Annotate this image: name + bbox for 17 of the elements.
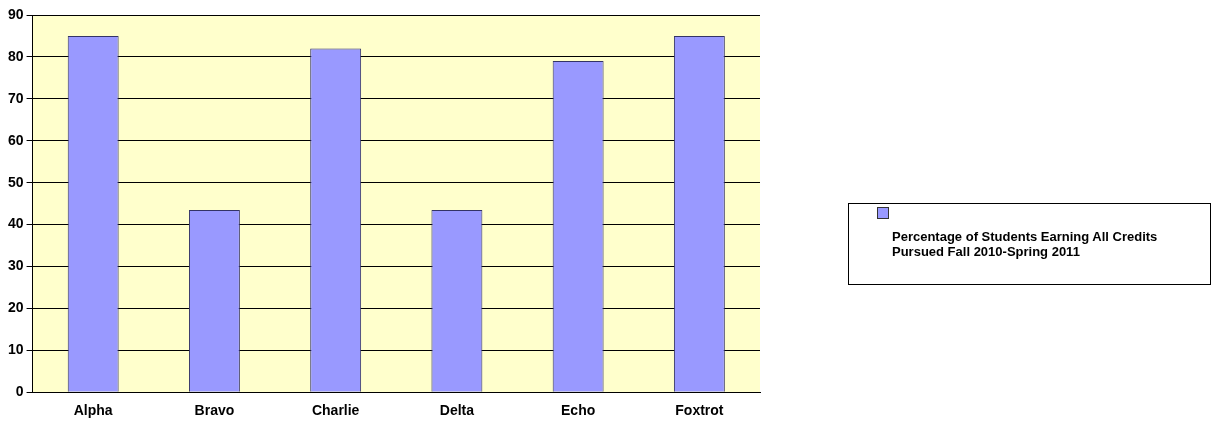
- x-tick-label: Delta: [439, 402, 475, 419]
- y-tick-label: 60: [7, 131, 24, 148]
- x-tick-label: Alpha: [73, 402, 113, 419]
- y-tick-label: 0: [15, 383, 24, 400]
- y-tick-label: 90: [7, 5, 24, 22]
- x-tick-label: Bravo: [194, 402, 235, 419]
- y-tick-label: 40: [7, 215, 24, 232]
- y-tick-label: 10: [7, 341, 24, 358]
- y-tick-label: 20: [7, 299, 24, 316]
- x-tick-label: Foxtrot: [675, 402, 724, 419]
- x-tick-label: Charlie: [311, 402, 360, 419]
- x-tick-label: Echo: [561, 402, 596, 419]
- y-tick-label: 80: [7, 47, 24, 64]
- y-tick-label: 70: [7, 89, 24, 106]
- y-tick-label: 30: [7, 257, 24, 274]
- y-tick-label: 50: [7, 173, 24, 190]
- legend-label: Percentage of Students Earning All Credits Pursued Fall 2010-Spring 2011: [892, 229, 1159, 259]
